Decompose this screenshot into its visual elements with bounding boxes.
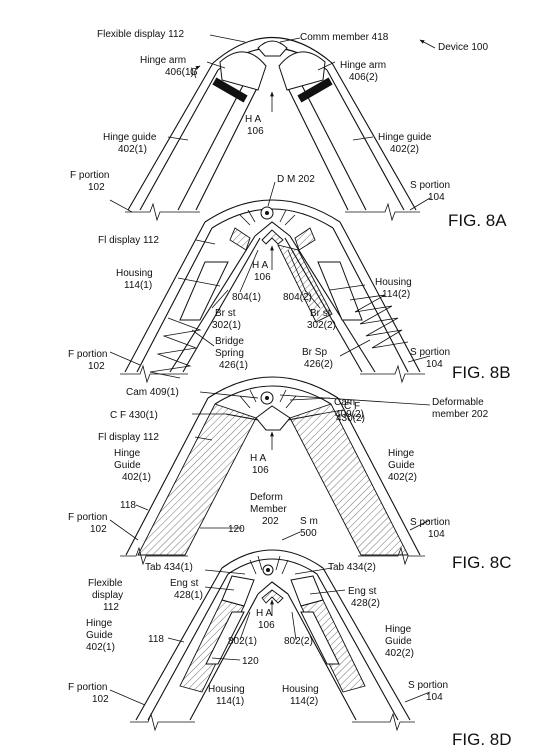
label-f-portion: F portion 102 [68, 349, 110, 372]
fig8d-hinge-drawing [130, 549, 415, 732]
figure-title-8d: FIG. 8D [452, 730, 512, 749]
figure-8b: D M 202 Fl display 112 H A 106 Housing 1… [68, 174, 511, 384]
label-housing-2: Housing 114(2) [375, 277, 414, 300]
label-hinge-axis: H A 106 [245, 114, 264, 137]
label-hinge-axis: H A 106 [250, 453, 269, 476]
label-s-portion: S portion 104 [410, 180, 453, 203]
label-ref-120: 120 [242, 656, 259, 667]
label-eng-st-1: Eng st 428(1) [170, 578, 203, 601]
figure-title-8c: FIG. 8C [452, 553, 512, 572]
label-tab-2: Tab 434(2) [328, 562, 376, 573]
label-ref-804-1: 804(1) [232, 292, 261, 303]
figure-title-8b: FIG. 8B [452, 363, 511, 382]
label-fl-display: Fl display 112 [98, 432, 159, 443]
label-hinge-guide-1: Hinge guide 402(1) [103, 132, 159, 155]
label-ref-120: 120 [228, 524, 245, 535]
label-hinge-guide-1: Hinge Guide 402(1) [114, 448, 151, 483]
label-br-st-2: Br st 302(2) [307, 308, 336, 331]
label-f-portion: F portion 102 [68, 682, 110, 705]
fig8b-hinge-drawing [120, 199, 425, 384]
label-cf-2: C F 430(2) [336, 401, 365, 424]
label-deform-member: Deform Member 202 [250, 492, 289, 527]
label-comm-member: Comm member 418 [300, 32, 389, 43]
label-ref-118: 118 [148, 634, 164, 645]
label-ref-118: 118 [120, 500, 136, 511]
label-hinge-guide-2: Hinge guide 402(2) [378, 132, 434, 155]
label-hinge-axis: H A 106 [252, 260, 271, 283]
label-g: G [190, 67, 198, 78]
label-cam-1: Cam 409(1) [126, 387, 179, 398]
label-flexible-display: Flexible display 112 [88, 578, 126, 613]
label-ref-802-1: 802(1) [228, 636, 257, 647]
fig8d-leaders [109, 567, 431, 706]
label-eng-st-2: Eng st 428(2) [348, 586, 380, 609]
label-f-portion: F portion 102 [70, 170, 112, 193]
label-bridge-spring-2: Br Sp 426(2) [302, 347, 333, 370]
label-s-portion: S portion 104 [410, 517, 453, 540]
figure-8d: Tab 434(1) Tab 434(2) Flexible display 1… [68, 549, 512, 749]
fig8a-hinge-drawing [125, 37, 420, 222]
label-device: Device 100 [438, 42, 488, 53]
fig8b-leaders [109, 181, 431, 366]
label-housing-1: Housing 114(1) [116, 268, 155, 291]
label-sm: S m 500 [300, 516, 321, 539]
label-fl-display: Fl display 112 [98, 235, 159, 246]
fig8a-leaders [109, 34, 436, 213]
label-hinge-arm-2: Hinge arm 406(2) [340, 60, 389, 83]
fig8c-leaders [109, 391, 431, 541]
label-hinge-guide-2: Hinge Guide 402(2) [385, 624, 414, 659]
label-hinge-axis: H A 106 [256, 608, 275, 631]
figure-8a: Flexible display 112 Comm member 418 Dev… [70, 29, 507, 230]
label-deformable-member: D M 202 [277, 174, 315, 185]
label-housing-2: Housing 114(2) [282, 684, 321, 707]
label-br-st-1: Br st 302(1) [212, 308, 241, 331]
figure-title-8a: FIG. 8A [448, 211, 507, 230]
label-housing-1: Housing 114(1) [208, 684, 247, 707]
label-hinge-arm-1: Hinge arm 406(1) [140, 55, 194, 78]
figure-8c: Cam 409(1) Cam 409(2) Deformable member … [68, 376, 512, 572]
label-ref-804-2: 804(2) [283, 292, 312, 303]
fig8c-hinge-drawing [120, 376, 425, 566]
label-s-portion: S portion 104 [408, 680, 451, 703]
label-deformable-member: Deformable member 202 [432, 397, 489, 420]
label-bridge-spring-1: Bridge Spring 426(1) [215, 336, 248, 371]
label-s-portion: S portion 104 [410, 347, 453, 370]
label-hinge-guide-1: Hinge Guide 402(1) [86, 618, 115, 653]
label-cam-2: Cam 409(2) [334, 397, 364, 420]
label-ref-802-2: 802(2) [284, 636, 313, 647]
label-cf-1: C F 430(1) [110, 410, 158, 421]
label-tab-1: Tab 434(1) [145, 562, 193, 573]
label-f-portion: F portion 102 [68, 512, 110, 535]
label-hinge-guide-2: Hinge Guide 402(2) [388, 448, 417, 483]
label-flexible-display: Flexible display 112 [97, 29, 185, 40]
